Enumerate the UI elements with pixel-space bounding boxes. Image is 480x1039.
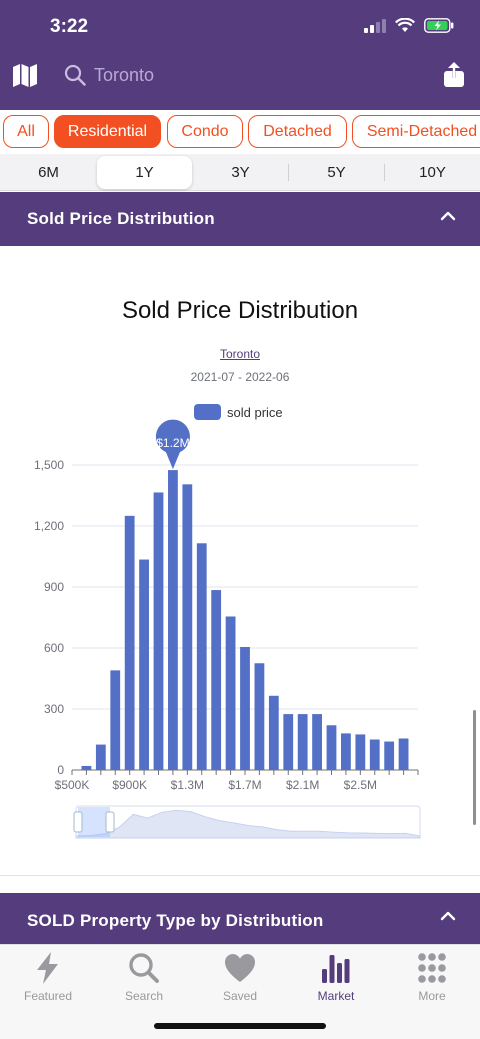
scroll-indicator[interactable] <box>473 710 476 825</box>
bolt-icon <box>37 952 58 984</box>
period-divider <box>384 164 385 181</box>
chart-title: Sold Price Distribution <box>121 297 359 324</box>
search-input[interactable]: Toronto <box>58 58 416 92</box>
bar[interactable] <box>110 670 121 770</box>
filter-chip-detached[interactable]: Detached <box>248 115 347 148</box>
battery-icon <box>424 18 454 33</box>
zoom-slider-handle[interactable] <box>73 811 83 833</box>
bar[interactable] <box>398 738 409 770</box>
wifi-icon <box>395 18 415 32</box>
tab-market[interactable]: Market <box>288 951 384 1011</box>
tab-bar: Featured Search Saved Market More <box>0 944 480 1039</box>
period-3y[interactable]: 3Y <box>231 164 250 181</box>
bar-chart: 0 300 600 900 1,200 1,500 $500K $900K $1.3M $1.7M… <box>34 419 421 839</box>
section-title: SOLD Property Type by Distribution <box>27 911 324 930</box>
filter-chip-all[interactable]: All <box>3 115 49 148</box>
legend-label: sold price <box>227 404 283 420</box>
tab-search[interactable]: Search <box>96 951 192 1011</box>
tab-label: Featured <box>23 989 73 1003</box>
filter-chip-semi-detached[interactable]: Semi-Detached <box>352 115 480 148</box>
x-tick-label: $2.1M <box>286 778 319 792</box>
section-title: Sold Price Distribution <box>27 209 215 228</box>
filter-chip-condo[interactable]: Condo <box>167 115 243 148</box>
tab-label: Search <box>124 989 164 1003</box>
tab-more[interactable]: More <box>384 951 480 1011</box>
chevron-up-icon[interactable] <box>440 210 456 222</box>
zoom-slider-handle[interactable] <box>105 811 115 833</box>
bar[interactable] <box>81 765 92 770</box>
chevron-up-icon[interactable] <box>440 910 456 922</box>
share-icon[interactable] <box>442 62 466 88</box>
bar[interactable] <box>283 714 294 770</box>
tab-featured[interactable]: Featured <box>0 951 96 1011</box>
bar[interactable] <box>153 492 164 770</box>
signal-icon <box>364 18 386 33</box>
bar[interactable] <box>182 484 193 770</box>
period-10y[interactable]: 10Y <box>419 164 446 181</box>
bar[interactable] <box>268 695 279 770</box>
y-tick-label: 300 <box>44 702 64 716</box>
map-icon[interactable] <box>12 62 38 88</box>
chart-card: Sold Price Distribution Toronto 2021-07 … <box>0 246 480 876</box>
period-1y[interactable]: 1Y <box>97 156 192 189</box>
bar[interactable] <box>312 714 322 770</box>
grid-icon <box>418 953 446 983</box>
highlight-pin <box>155 419 190 470</box>
tab-label: More <box>418 989 446 1003</box>
y-tick-label: 1,500 <box>34 458 64 472</box>
bar[interactable] <box>369 739 380 771</box>
y-tick-label: 0 <box>57 763 64 777</box>
property-type-filters: All Residential Condo Detached Semi-Deta… <box>0 110 480 154</box>
y-tick-label: 1,200 <box>34 519 64 533</box>
bar[interactable] <box>139 559 149 770</box>
bar[interactable] <box>225 616 236 770</box>
bar[interactable] <box>384 741 395 770</box>
x-tick-label: $1.3M <box>171 778 204 792</box>
search-placeholder: Toronto <box>94 64 155 85</box>
search-icon <box>129 953 159 983</box>
bar[interactable] <box>254 663 265 770</box>
period-selector: 6M 1Y 3Y 5Y 10Y <box>0 154 480 191</box>
filter-chip-residential[interactable]: Residential <box>54 115 161 148</box>
bar[interactable] <box>326 725 337 770</box>
bar[interactable] <box>297 714 308 770</box>
highlight-label: $1.2M <box>156 436 189 450</box>
status-icons <box>364 18 454 33</box>
bar[interactable] <box>168 470 178 770</box>
y-tick-label: 600 <box>44 641 64 655</box>
bar[interactable] <box>240 646 250 770</box>
chart-legend[interactable]: sold price <box>194 404 283 420</box>
section-header-property-type[interactable]: SOLD Property Type by Distribution <box>0 893 480 944</box>
period-divider <box>288 164 289 181</box>
bar[interactable] <box>196 543 207 770</box>
bar[interactable] <box>355 734 366 770</box>
period-5y[interactable]: 5Y <box>327 164 346 181</box>
period-6m[interactable]: 6M <box>38 164 59 181</box>
bar-chart-icon <box>322 955 350 983</box>
chart-subtitle-link[interactable]: Toronto <box>219 347 261 361</box>
bar[interactable] <box>211 590 222 770</box>
bar[interactable] <box>341 733 351 770</box>
zoom-slider-preview <box>75 809 421 839</box>
legend-swatch <box>194 404 221 420</box>
x-tick-label: $500K <box>55 778 90 792</box>
zoom-slider-window[interactable] <box>78 807 110 837</box>
bar[interactable] <box>124 515 135 770</box>
bar[interactable] <box>95 744 106 770</box>
chart-date-range: 2021-07 - 2022-06 <box>190 370 290 384</box>
app-bar: Toronto <box>0 50 480 110</box>
status-time: 3:22 <box>50 16 89 37</box>
search-icon <box>64 64 86 86</box>
status-bar: 3:22 <box>0 0 480 50</box>
x-tick-label: $900K <box>112 778 147 792</box>
tab-label: Market <box>317 989 355 1003</box>
home-indicator <box>154 1023 326 1029</box>
tab-label: Saved <box>222 989 258 1003</box>
x-tick-label: $1.7M <box>228 778 261 792</box>
y-tick-label: 900 <box>44 580 64 594</box>
x-tick-label: $2.5M <box>344 778 377 792</box>
section-header-price-distribution[interactable]: Sold Price Distribution <box>0 192 480 246</box>
heart-icon <box>225 954 255 982</box>
tab-saved[interactable]: Saved <box>192 951 288 1011</box>
